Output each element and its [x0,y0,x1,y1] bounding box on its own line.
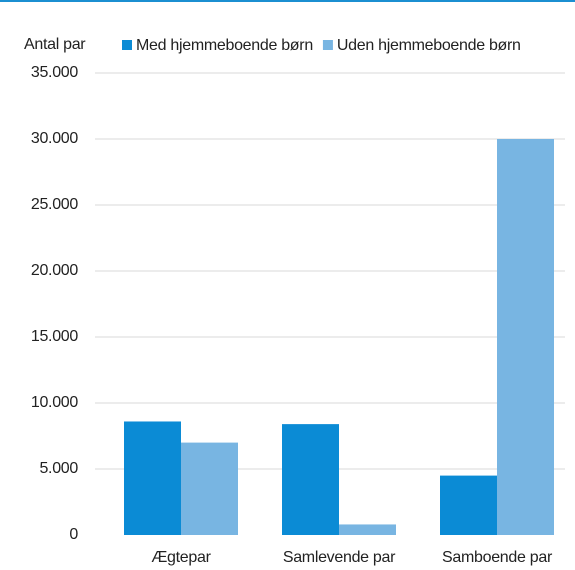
bar [124,421,181,535]
y-tick-label: 5.000 [39,460,78,477]
legend-label: Med hjemmeboende børn [136,37,313,54]
top-rule [0,0,575,2]
x-tick-label: Ægtepar [151,549,211,566]
legend-swatch [322,40,333,50]
y-tick-label: 20.000 [31,262,79,279]
bar [497,139,554,535]
legend-label: Uden hjemmeboende børn [337,37,521,54]
y-tick-label: 30.000 [31,130,79,147]
y-tick-label: 15.000 [31,328,79,345]
y-tick-label: 10.000 [31,394,79,411]
bar [282,424,339,535]
y-tick-label: 25.000 [31,196,79,213]
y-tick-label: 35.000 [31,64,79,81]
x-tick-label: Samlevende par [283,549,396,566]
legend-swatch [122,40,132,50]
bar [339,524,396,535]
x-tick-label: Samboende par [442,549,553,566]
y-tick-label: 0 [69,526,78,543]
y-axis-label: Antal par [24,36,86,53]
bar [440,475,497,535]
bar [181,442,238,535]
